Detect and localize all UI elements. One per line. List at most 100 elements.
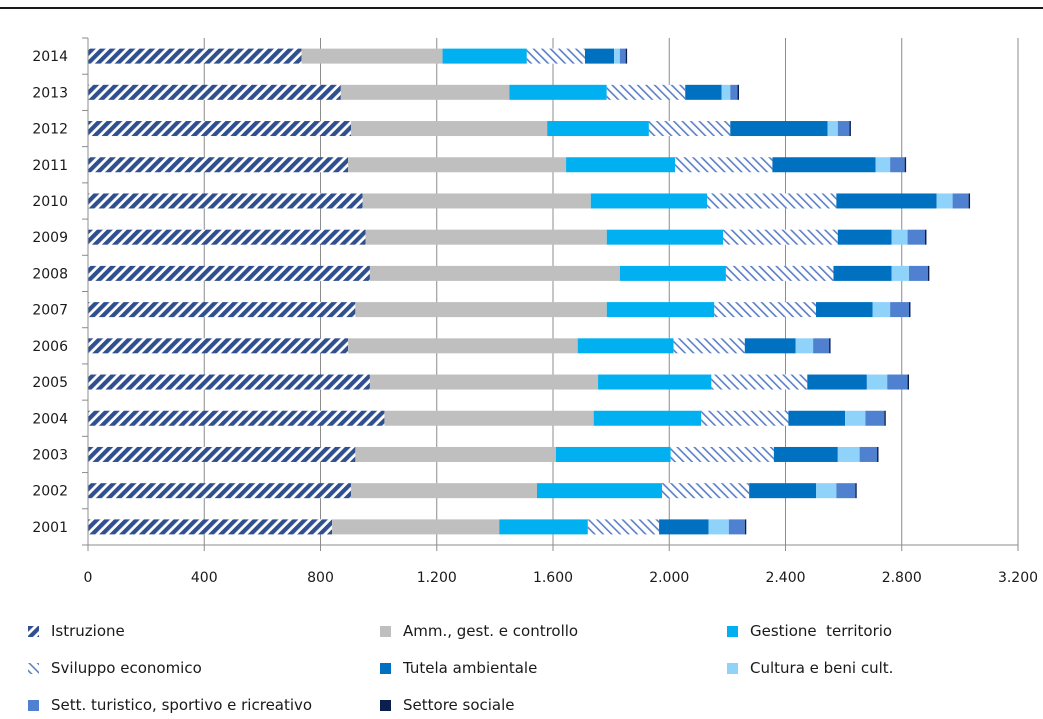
y-tick-label: 2013 <box>32 85 68 101</box>
bar-segment-cultura-e-beni-cult-2014 <box>614 48 620 64</box>
bar-segment-amm-gest-e-controllo-2014 <box>301 48 443 64</box>
bar-segment-cultura-e-beni-cult-2005 <box>866 374 888 390</box>
legend-label-settore-sociale: Settore sociale <box>403 696 515 714</box>
bar-segment-istruzione-2014 <box>88 48 302 64</box>
bar-segment-sett-turistico-sportivo-e-ricreativo-2009 <box>907 229 925 245</box>
bar-segment-amm-gest-e-controllo-2002 <box>351 483 538 499</box>
bar-segment-sett-turistico-sportivo-e-ricreativo-2001 <box>728 519 745 535</box>
gridlines <box>203 38 1019 545</box>
legend-item-amm-gest-controllo: Amm., gest. e controllo <box>380 622 578 640</box>
legend-swatch-istruzione <box>28 625 39 637</box>
bar-segment-gestione-territorio-2002 <box>537 483 662 499</box>
x-tick-label: 2.800 <box>882 570 922 586</box>
bar-row-2004 <box>88 410 886 426</box>
bar-segment-istruzione-2007 <box>88 302 356 318</box>
legend-label-cultura-beni-cult: Cultura e beni cult. <box>750 659 894 677</box>
legend-item-tutela-ambientale: Tutela ambientale <box>380 659 537 677</box>
legend-label-istruzione: Istruzione <box>51 622 125 640</box>
bar-segment-amm-gest-e-controllo-2012 <box>351 121 548 137</box>
bar-segment-amm-gest-e-controllo-2008 <box>369 265 620 281</box>
y-tick-label: 2012 <box>32 122 68 138</box>
bar-segment-cultura-e-beni-cult-2008 <box>891 265 910 281</box>
y-tick-label: 2001 <box>32 520 68 536</box>
bar-segment-tutela-ambientale-2004 <box>788 410 846 426</box>
bar-segment-amm-gest-e-controllo-2007 <box>355 302 607 318</box>
legend-item-sett-turistico: Sett. turistico, sportivo e ricreativo <box>28 696 312 714</box>
bar-segment-istruzione-2004 <box>88 410 385 426</box>
bar-segment-gestione-territorio-2005 <box>598 374 712 390</box>
bar-segment-amm-gest-e-controllo-2013 <box>340 84 510 100</box>
bar-segment-tutela-ambientale-2014 <box>584 48 615 64</box>
bar-segment-tutela-ambientale-2009 <box>837 229 892 245</box>
y-tick-label: 2003 <box>32 447 68 463</box>
y-tick-label: 2014 <box>32 49 68 65</box>
bar-row-2013 <box>88 84 739 100</box>
bar-segment-gestione-territorio-2004 <box>593 410 702 426</box>
legend-label-tutela-ambientale: Tutela ambientale <box>403 659 538 677</box>
legend-swatch-sett-turistico <box>28 699 39 711</box>
bar-row-2006 <box>88 338 831 354</box>
bar-segment-tutela-ambientale-2006 <box>744 338 796 354</box>
legend-swatch-tutela-ambientale <box>380 662 391 674</box>
bar-segment-settore-sociale-2014 <box>625 48 628 64</box>
bar-segment-tutela-ambientale-2011 <box>772 157 876 173</box>
x-tick-label: 800 <box>307 570 334 586</box>
bar-row-2012 <box>88 121 851 137</box>
legend-swatch-cultura-beni-cult <box>727 662 738 674</box>
bar-segment-istruzione-2003 <box>88 446 356 462</box>
bar-segment-gestione-territorio-2012 <box>547 121 649 137</box>
y-tick-label: 2006 <box>32 339 68 355</box>
bar-segment-settore-sociale-2004 <box>884 410 886 426</box>
legend-item-istruzione: Istruzione <box>28 622 125 640</box>
x-tick-label: 2.000 <box>649 570 689 586</box>
bar-segment-settore-sociale-2010 <box>968 193 971 209</box>
bar-segment-gestione-territorio-2007 <box>606 302 715 318</box>
bar-segment-settore-sociale-2007 <box>909 302 911 318</box>
bar-segment-sviluppo-economico-2002 <box>661 483 750 499</box>
y-tick-label: 2009 <box>32 230 68 246</box>
bar-segment-istruzione-2012 <box>88 121 352 137</box>
bar-segment-sett-turistico-sportivo-e-ricreativo-2012 <box>837 121 850 137</box>
bar-segment-sviluppo-economico-2010 <box>707 193 837 209</box>
bar-segment-istruzione-2013 <box>88 84 341 100</box>
bar-segment-gestione-territorio-2009 <box>606 229 724 245</box>
bar-segment-sviluppo-economico-2003 <box>670 446 774 462</box>
bar-segment-cultura-e-beni-cult-2009 <box>891 229 908 245</box>
bar-segment-sett-turistico-sportivo-e-ricreativo-2008 <box>909 265 928 281</box>
y-tick-label: 2010 <box>32 194 68 210</box>
legend-swatch-gestione-territorio <box>727 625 738 637</box>
bar-segment-sviluppo-economico-2001 <box>587 519 660 535</box>
bar-segment-sviluppo-economico-2008 <box>725 265 834 281</box>
bar-segment-settore-sociale-2012 <box>849 121 851 137</box>
bar-segment-sviluppo-economico-2012 <box>648 121 731 137</box>
bar-segment-sviluppo-economico-2013 <box>606 84 686 100</box>
legend-item-settore-sociale: Settore sociale <box>380 696 515 714</box>
bar-segment-amm-gest-e-controllo-2003 <box>355 446 556 462</box>
bar-segment-sett-turistico-sportivo-e-ricreativo-2005 <box>887 374 908 390</box>
bar-segment-istruzione-2002 <box>88 483 352 499</box>
bar-row-2008 <box>88 265 930 281</box>
bar-segment-tutela-ambientale-2002 <box>749 483 817 499</box>
bar-segment-cultura-e-beni-cult-2011 <box>875 157 891 173</box>
x-tick-label: 3.200 <box>998 570 1038 586</box>
bar-segment-sett-turistico-sportivo-e-ricreativo-2011 <box>890 157 905 173</box>
legend-swatch-sviluppo-economico <box>28 662 39 674</box>
legend-swatch-amm-gest-controllo <box>380 625 391 637</box>
bar-segment-gestione-territorio-2010 <box>590 193 708 209</box>
bar-segment-sviluppo-economico-2004 <box>701 410 789 426</box>
y-tick-label: 2005 <box>32 375 68 391</box>
bar-segment-amm-gest-e-controllo-2001 <box>332 519 500 535</box>
x-tick-label: 400 <box>191 570 218 586</box>
bar-segment-settore-sociale-2011 <box>904 157 907 173</box>
bar-segment-gestione-territorio-2008 <box>619 265 726 281</box>
bar-segment-gestione-territorio-2014 <box>442 48 527 64</box>
bar-segment-tutela-ambientale-2008 <box>833 265 892 281</box>
bar-row-2009 <box>88 229 927 245</box>
bar-segment-settore-sociale-2008 <box>927 265 930 281</box>
bar-segment-istruzione-2011 <box>88 157 349 173</box>
bar-segment-tutela-ambientale-2001 <box>659 519 709 535</box>
bar-segment-sviluppo-economico-2014 <box>526 48 585 64</box>
bar-segment-tutela-ambientale-2005 <box>807 374 867 390</box>
x-tick-label: 2.400 <box>765 570 805 586</box>
bar-segment-tutela-ambientale-2012 <box>730 121 828 137</box>
